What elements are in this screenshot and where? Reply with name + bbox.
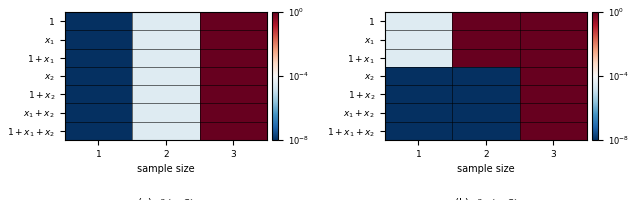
Title: (a)  $f_{\mathrm{L}}(\boldsymbol{x};\boldsymbol{\theta})$: (a) $f_{\mathrm{L}}(\boldsymbol{x};\bold… bbox=[137, 196, 195, 200]
X-axis label: sample size: sample size bbox=[457, 164, 515, 174]
X-axis label: sample size: sample size bbox=[137, 164, 195, 174]
Title: (b)  $f_{\mathrm{NL}}(\boldsymbol{x};\boldsymbol{\theta})$: (b) $f_{\mathrm{NL}}(\boldsymbol{x};\bol… bbox=[454, 196, 518, 200]
